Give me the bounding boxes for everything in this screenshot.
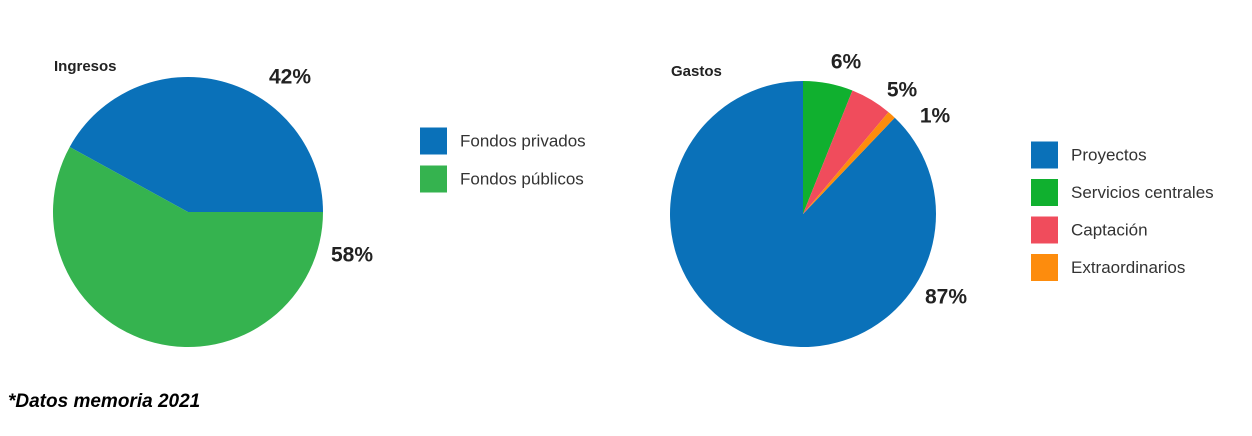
legend-swatch [1031,254,1058,281]
legend-swatch [420,127,447,155]
value-label: 87% [925,286,967,309]
chart-title: Ingresos [54,58,117,75]
legend-label: Extraordinarios [1071,258,1185,277]
pie-slice [69,77,323,212]
legend-label: Fondos públicos [460,169,584,188]
legend-swatch [1031,141,1058,169]
legend-label: Servicios centrales [1071,183,1214,202]
value-label: 6% [831,51,862,74]
footnote: *Datos memoria 2021 [8,391,200,412]
pie-slice [803,112,895,214]
value-label: 58% [331,244,373,267]
pie-slice [803,81,853,214]
legend-label: Proyectos [1071,145,1147,164]
pie-slice [803,90,889,214]
value-label: 5% [887,79,918,102]
pie-slice [52,146,323,347]
value-label: 1% [920,105,951,128]
legend-swatch [1031,216,1058,244]
legend-swatch [420,165,447,193]
legend-swatch [1031,179,1058,206]
legend-label: Fondos privados [460,131,586,150]
chart-title: Gastos [671,63,722,80]
value-label: 42% [269,66,311,89]
legend-label: Captación [1071,220,1148,239]
